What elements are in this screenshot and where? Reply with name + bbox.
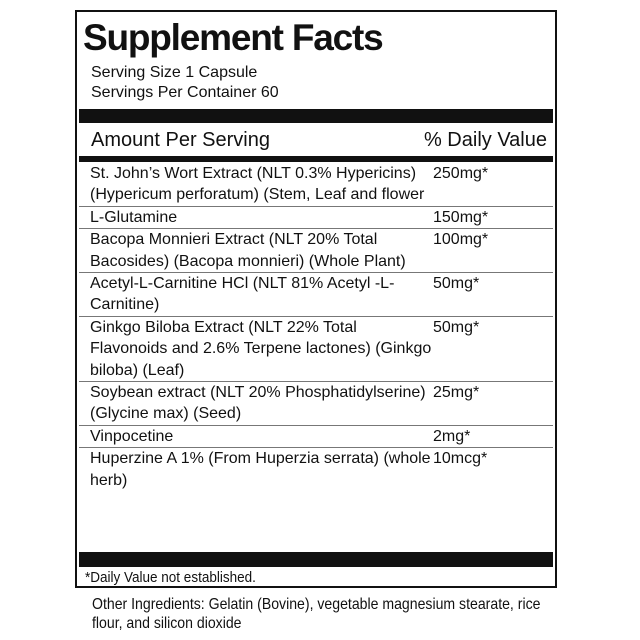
ingredient-amount: 2mg (433, 427, 465, 445)
ingredient-name: Ginkgo Biloba Extract (NLT 22% Total Fla… (90, 318, 432, 379)
ingredient-row: Vinpocetine 2mg * (79, 426, 553, 449)
footnote: *Daily Value not established. (85, 569, 256, 586)
servings-per-container: Servings Per Container 60 (91, 84, 279, 101)
thick-divider (79, 109, 553, 123)
supplement-facts-panel: Supplement Facts Serving Size 1 Capsule … (75, 10, 557, 588)
ingredient-row: L-Glutamine 150mg * (79, 207, 553, 230)
other-ingredients: Other Ingredients: Gelatin (Bovine), veg… (92, 596, 541, 632)
ingredient-table: St. John’s Wort Extract (NLT 0.3% Hyperi… (79, 163, 553, 491)
ingredient-daily-value: * (473, 275, 480, 293)
ingredient-daily-value: * (464, 427, 471, 445)
ingredient-amount: 50mg (433, 275, 474, 293)
ingredient-row: Bacopa Monnieri Extract (NLT 20% Total B… (79, 229, 553, 274)
medium-divider (79, 156, 553, 162)
ingredient-row: Huperzine A 1% (From Huperzia serrata) (… (79, 448, 553, 491)
ingredient-amount: 50mg (433, 318, 474, 336)
ingredient-amount: 250mg (433, 165, 482, 182)
ingredient-name: Soybean extract (NLT 20% Phosphatidylser… (90, 384, 426, 423)
ingredient-row: Acetyl-L-Carnitine HCl (NLT 81% Acetyl -… (79, 273, 553, 317)
column-header: Amount Per Serving % Daily Value (91, 127, 547, 153)
ingredient-daily-value: * (473, 384, 480, 402)
serving-size: Serving Size 1 Capsule (91, 64, 258, 81)
ingredient-daily-value: * (481, 208, 489, 226)
ingredient-row: St. John’s Wort Extract (NLT 0.3% Hyperi… (79, 163, 553, 207)
ingredient-amount: 150mg (433, 208, 482, 226)
ingredient-daily-value: * (473, 318, 480, 336)
ingredient-amount: 10mcg (433, 450, 482, 468)
panel-title: Supplement Facts (83, 17, 384, 58)
ingredient-name: L-Glutamine (90, 208, 178, 226)
ingredient-name: Bacopa Monnieri Extract (NLT 20% Total B… (90, 231, 406, 270)
thick-divider-bottom (79, 552, 553, 567)
ingredient-row: Soybean extract (NLT 20% Phosphatidylser… (79, 382, 553, 426)
ingredient-name: Huperzine A 1% (From Huperzia serrata) (… (90, 450, 431, 489)
ingredient-daily-value: * (481, 165, 489, 182)
ingredient-row: Ginkgo Biloba Extract (NLT 22% Total Fla… (79, 317, 553, 383)
ingredient-daily-value: * (481, 231, 489, 249)
ingredient-name: St. John’s Wort Extract (NLT 0.3% Hyperi… (90, 165, 425, 204)
ingredient-name: Acetyl-L-Carnitine HCl (NLT 81% Acetyl -… (90, 275, 395, 314)
daily-value-label: % Daily Value (423, 129, 547, 151)
amount-per-serving-label: Amount Per Serving (91, 129, 270, 151)
ingredient-amount: 100mg (433, 231, 482, 249)
ingredient-amount: 25mg (433, 384, 474, 402)
ingredient-name: Vinpocetine (90, 427, 174, 445)
ingredient-daily-value: * (481, 450, 488, 468)
